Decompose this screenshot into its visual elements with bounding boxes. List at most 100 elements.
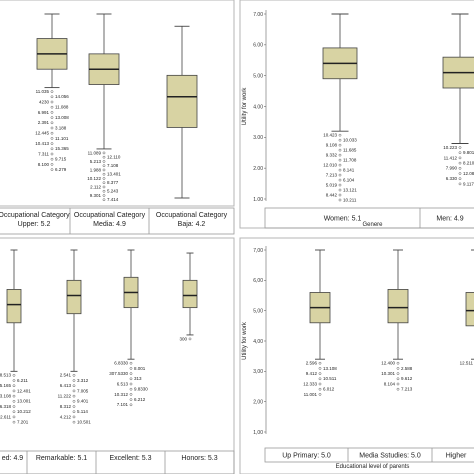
outlier-point	[102, 168, 106, 172]
outlier-point	[12, 394, 16, 398]
outlier-point	[12, 410, 16, 414]
category-label: Up Primary: 5.0	[282, 453, 331, 460]
category-row-frame	[0, 450, 235, 474]
outlier-label: 10.033	[343, 138, 357, 143]
outlier-label: 6.991	[38, 110, 50, 115]
outlier-point	[72, 384, 76, 388]
category-label: Remarkable: 5.1	[36, 455, 87, 462]
outlier-label: 13.008	[55, 115, 69, 120]
outlier-point	[129, 372, 133, 375]
outlier-label: 3.312	[77, 378, 89, 383]
box-2: 11.089 12.110 5.213 7.108 1.988 13.401 10.122 8…	[87, 13, 121, 202]
outlier-label: 10.413	[35, 141, 49, 146]
box-4: 300	[179, 252, 198, 341]
outlier-label: 11.088	[55, 105, 69, 110]
outlier-point	[338, 143, 342, 147]
outlier-point	[396, 377, 400, 381]
x-axis-title: Genere	[362, 222, 383, 228]
outlier-label: 300	[179, 336, 187, 341]
outlier-point	[72, 379, 76, 382]
outlier-point	[50, 90, 54, 93]
y-tick-label: 1,00	[253, 430, 263, 436]
box-iqr	[182, 279, 198, 309]
outlier-label: 10.511	[323, 376, 337, 381]
outlier-point	[102, 185, 106, 189]
outlier-label: 9.412	[306, 371, 318, 376]
outlier-label: 8.100	[38, 162, 50, 167]
outlier-point	[72, 415, 76, 419]
category-label: Media Sstudies: 5.0	[359, 453, 421, 460]
outlier-point	[72, 374, 76, 377]
outlier-point	[102, 181, 106, 185]
outlier-point	[396, 387, 400, 391]
outlier-label: 8.104	[384, 381, 396, 386]
outlier-label: 8.210	[463, 161, 474, 166]
outlier-point	[102, 198, 106, 202]
category-label: Occupational Category Baja: 4.2	[156, 212, 228, 228]
box-iqr	[66, 279, 82, 315]
outlier-label: 7.213	[401, 387, 413, 392]
outlier-point	[318, 393, 322, 396]
outlier-point	[458, 172, 462, 175]
outlier-point	[50, 157, 54, 161]
outlier-point	[338, 138, 342, 142]
outlier-point	[72, 389, 76, 393]
outlier-label: 5.019	[326, 182, 338, 187]
outlier-label: 11.708	[343, 158, 357, 163]
outlier-point	[102, 189, 106, 193]
panel-frame	[0, 0, 235, 207]
box-2: 10.223 9.801 11.412 8.210 7.990 12.081 6.330 9.…	[442, 13, 474, 186]
category-label: Men: 4.9	[436, 216, 463, 223]
outlier-label: 2.588	[401, 366, 413, 371]
outlier-point	[50, 105, 54, 109]
category-label: Higher	[446, 453, 467, 460]
outlier-point	[129, 382, 133, 386]
outlier-label: 9.8330	[134, 387, 148, 392]
outlier-point	[458, 166, 462, 170]
outlier-point	[72, 420, 76, 424]
outlier-point	[102, 160, 106, 163]
y-tick-label: 5,00	[253, 308, 263, 314]
outlier-point	[338, 163, 342, 167]
outlier-label: 7.005	[77, 388, 89, 393]
outlier-label: 12.445	[35, 131, 49, 136]
outlier-point	[12, 415, 16, 419]
outlier-point	[396, 361, 400, 365]
box-1: 10.423 10.033 9.108 11.685 9.332 11.708 12.010…	[322, 13, 358, 202]
outlier-label: 7.213	[326, 172, 338, 177]
outlier-label: 5.165	[0, 383, 11, 388]
outlier-point	[338, 183, 342, 187]
outlier-point	[12, 400, 16, 403]
outlier-label: 15.365	[55, 146, 69, 151]
box-1: 2.596 13.108 9.412 10.511 12.333 6.012 11.001	[303, 249, 337, 397]
outlier-label: 2.112	[90, 184, 101, 189]
category-label: Excellent: 5.3	[109, 455, 151, 462]
outlier-label: 9.301	[90, 193, 102, 198]
box-2: 12.400 2.588 10.301 9.612 8.104 7.213	[381, 249, 413, 392]
box-iqr	[6, 289, 22, 324]
y-tick-label: 3,00	[253, 369, 263, 375]
outlier-label: 12.333	[303, 381, 317, 386]
outlier-point	[338, 173, 342, 177]
outlier-label: 10.501	[77, 420, 91, 425]
outlier-label: 2.391	[38, 120, 50, 125]
outlier-label: 7.990	[446, 166, 458, 171]
outlier-point	[50, 147, 54, 151]
outlier-point	[318, 367, 322, 370]
y-tick-label: 2.00	[253, 166, 263, 172]
outlier-label: 9.117	[463, 181, 474, 186]
outlier-label: 14.056	[55, 94, 69, 99]
outlier-label: 6.212	[134, 397, 146, 402]
outlier-point	[129, 367, 133, 370]
outlier-label: 7.101	[117, 402, 129, 407]
panel-frame	[0, 237, 235, 474]
outlier-label: 9.801	[463, 150, 474, 155]
outlier-point	[396, 367, 400, 370]
outlier-point	[50, 163, 54, 166]
outlier-point	[12, 405, 16, 408]
box-1: 11.035 14.056 4230 11.088 6.991 13.008 2.391 3.…	[35, 13, 69, 172]
outlier-label: 7.311	[38, 151, 49, 156]
y-tick-label: 4,00	[253, 339, 263, 345]
outlier-point	[338, 193, 342, 197]
